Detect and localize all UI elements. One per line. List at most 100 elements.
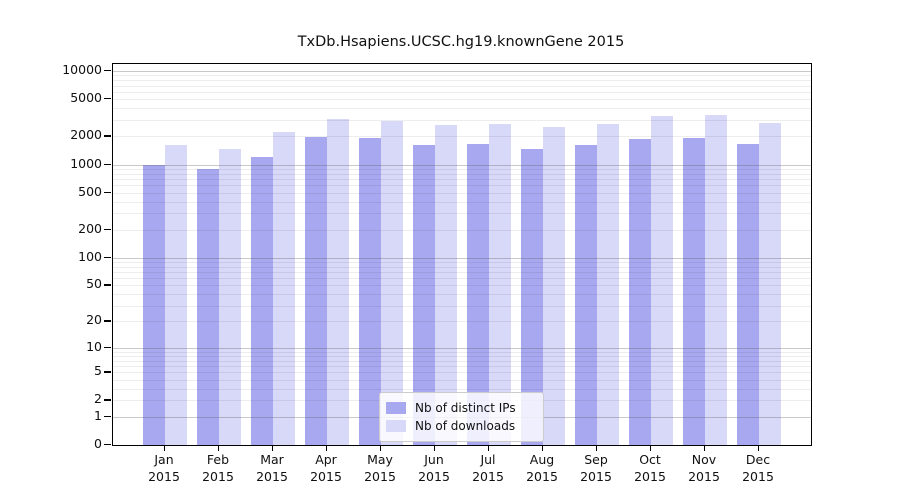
gridline-minor: [113, 201, 811, 203]
x-tick: [542, 445, 544, 451]
bar-downloads-sep: [597, 124, 619, 445]
gridline-minor: [113, 372, 811, 374]
legend: Nb of distinct IPs Nb of downloads: [379, 392, 544, 442]
gridline-minor: [113, 321, 811, 323]
legend-label-distinct-ips: Nb of distinct IPs: [415, 401, 516, 415]
y-tick-label: 500: [78, 183, 102, 199]
x-tick: [758, 445, 760, 451]
x-tick-label: Nov 2015: [688, 452, 720, 484]
bar-distinct-ips-feb: [197, 169, 219, 445]
bar-distinct-ips-oct: [629, 139, 651, 445]
bar-downloads-feb: [219, 149, 241, 445]
bar-distinct-ips-mar: [251, 157, 273, 445]
bar-distinct-ips-may: [359, 138, 381, 445]
gridline-minor: [113, 80, 811, 82]
plot-area: [112, 63, 812, 446]
y-tick-label: 20: [86, 312, 102, 328]
gridline-minor: [113, 271, 811, 273]
x-tick: [380, 445, 382, 451]
gridline-minor: [113, 366, 811, 367]
gridline-minor: [113, 91, 811, 93]
legend-entry-downloads: Nb of downloads: [386, 418, 536, 434]
y-tick: [104, 163, 111, 165]
gridline-minor: [113, 136, 811, 138]
gridline-minor: [113, 278, 811, 280]
gridline-minor: [113, 351, 811, 353]
x-tick-label: Aug 2015: [526, 452, 558, 484]
x-tick: [488, 445, 490, 451]
gridline-minor: [113, 192, 811, 194]
bar-distinct-ips-apr: [305, 136, 327, 445]
y-tick-label: 1000: [70, 155, 102, 171]
chart-title: TxDb.Hsapiens.UCSC.hg19.knownGene 2015: [297, 34, 625, 50]
bar-distinct-ips-sep: [575, 144, 597, 445]
y-tick: [104, 70, 111, 72]
bar-downloads-jul: [489, 124, 511, 445]
bar-distinct-ips-jul: [467, 143, 489, 445]
legend-swatch-downloads: [386, 420, 406, 432]
y-tick: [104, 415, 111, 418]
x-tick: [704, 445, 706, 451]
y-tick: [104, 444, 111, 446]
bar-distinct-ips-dec: [737, 144, 759, 445]
y-tick: [104, 256, 111, 258]
y-tick: [104, 371, 111, 373]
y-tick-label: 10: [86, 338, 102, 354]
gridline-minor: [113, 213, 811, 215]
y-tick: [104, 191, 111, 193]
x-tick-label: Jun 2015: [418, 452, 450, 484]
x-tick: [326, 445, 328, 451]
gridline-minor: [113, 168, 811, 170]
y-tick-label: 50: [86, 276, 102, 292]
x-tick-label: Jan 2015: [148, 452, 180, 484]
gridline-minor: [113, 355, 811, 357]
x-tick: [218, 445, 220, 451]
gridline-minor: [113, 75, 811, 77]
y-tick: [104, 135, 111, 137]
y-tick-label: 1: [94, 407, 102, 423]
legend-entry-distinct-ips: Nb of distinct IPs: [386, 400, 536, 416]
x-tick-label: May 2015: [364, 452, 396, 484]
bar-downloads-jun: [435, 124, 457, 445]
bar-downloads-jan: [165, 145, 187, 445]
y-tick: [104, 228, 111, 231]
gridline-minor: [113, 266, 811, 268]
x-tick-label: Dec 2015: [742, 452, 774, 484]
y-tick: [104, 399, 111, 401]
y-tick-label: 200: [78, 220, 102, 236]
y-tick-label: 10000: [62, 62, 102, 77]
gridline-minor: [113, 85, 811, 87]
bar-downloads-oct: [651, 116, 673, 445]
x-tick-label: Mar 2015: [256, 452, 288, 484]
gridline-minor: [113, 360, 811, 362]
gridline-minor: [113, 305, 811, 307]
bar-downloads-mar: [273, 131, 295, 445]
x-tick: [434, 445, 436, 451]
bar-downloads-nov: [705, 115, 727, 445]
bar-downloads-dec: [759, 123, 781, 445]
x-tick-label: Sep 2015: [580, 452, 612, 484]
gridline-minor: [113, 285, 811, 287]
y-tick: [104, 98, 111, 100]
x-tick: [650, 445, 652, 451]
bar-downloads-apr: [327, 119, 349, 445]
gridline-minor: [113, 108, 811, 110]
y-tick: [104, 320, 111, 322]
bar-distinct-ips-aug: [521, 148, 543, 445]
x-tick-label: Jul 2015: [472, 452, 504, 484]
y-tick-label: 5: [94, 363, 102, 379]
bar-distinct-ips-jun: [413, 144, 435, 445]
gridline-minor: [113, 379, 811, 381]
gridline-minor: [113, 173, 811, 175]
y-tick: [104, 284, 111, 286]
bar-downloads-aug: [543, 126, 565, 445]
y-tick-label: 5000: [70, 90, 102, 106]
y-tick-label: 2000: [70, 127, 102, 143]
gridline-minor: [113, 99, 811, 101]
legend-swatch-distinct-ips: [386, 402, 406, 414]
gridline-major: [113, 347, 811, 349]
y-tick: [104, 346, 111, 348]
x-tick: [596, 445, 598, 451]
x-tick-label: Oct 2015: [634, 452, 666, 484]
